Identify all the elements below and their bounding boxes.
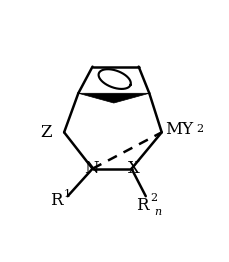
Text: X: X	[128, 160, 140, 177]
Text: n: n	[155, 207, 162, 217]
Polygon shape	[78, 93, 149, 103]
Text: Z: Z	[40, 124, 52, 141]
Text: MY: MY	[165, 121, 194, 138]
Text: R: R	[50, 192, 62, 209]
Text: R: R	[136, 196, 148, 214]
Text: 2: 2	[150, 193, 157, 203]
Text: N: N	[84, 160, 99, 177]
Text: 1: 1	[64, 189, 71, 199]
Text: 2: 2	[196, 124, 203, 134]
